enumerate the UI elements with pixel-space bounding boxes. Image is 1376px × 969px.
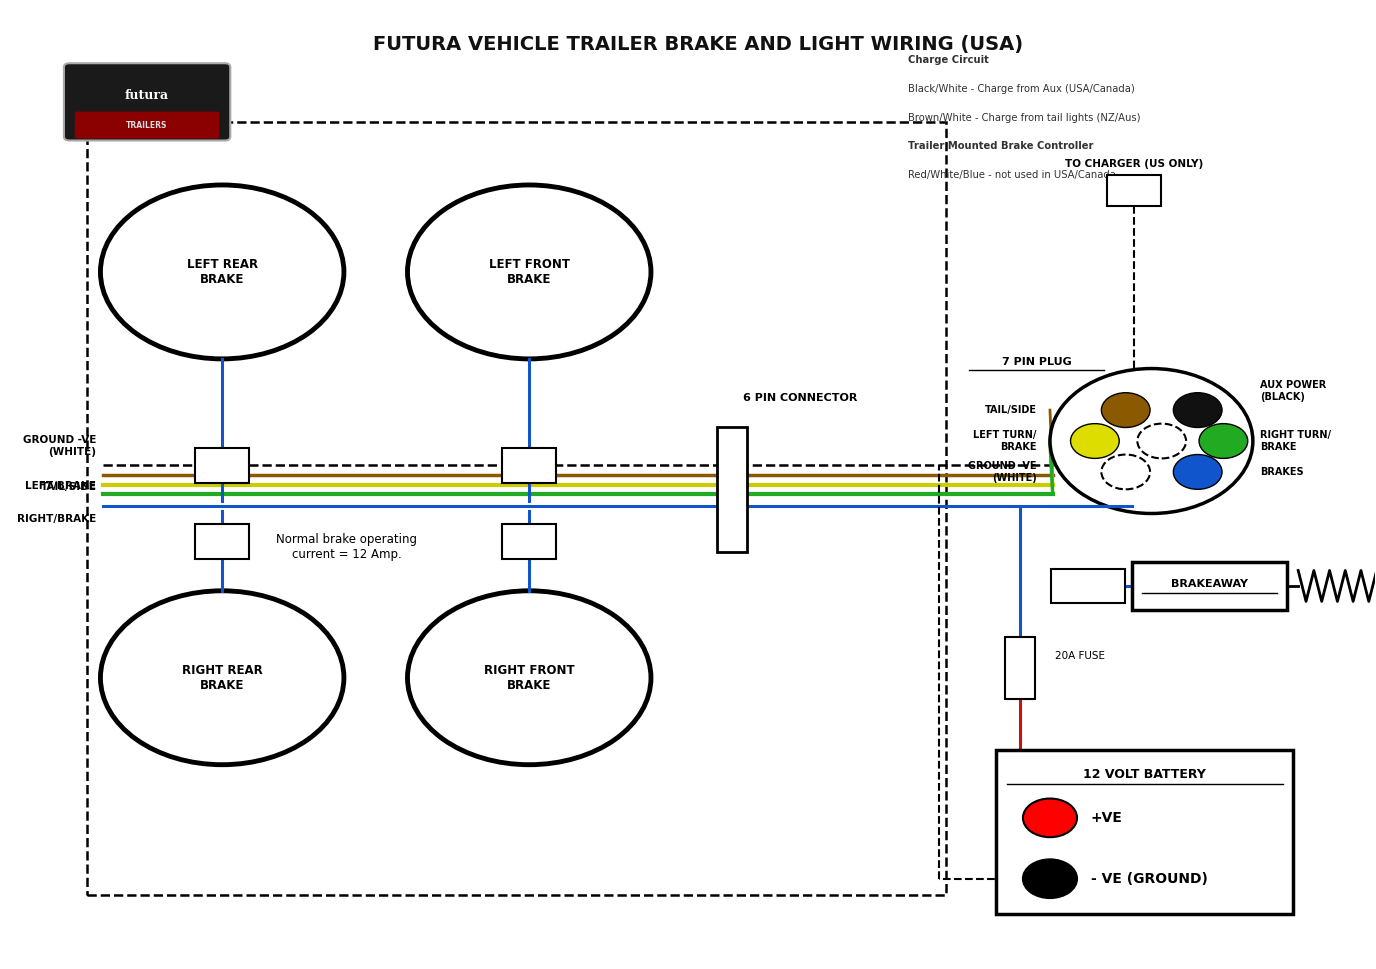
Circle shape bbox=[1174, 392, 1222, 427]
Text: AUX POWER
(BLACK): AUX POWER (BLACK) bbox=[1259, 380, 1326, 401]
Text: 12 VOLT BATTERY: 12 VOLT BATTERY bbox=[1083, 767, 1207, 781]
Bar bbox=[502, 448, 556, 483]
Text: futura: futura bbox=[124, 88, 168, 102]
FancyBboxPatch shape bbox=[74, 111, 219, 139]
Text: +VE: +VE bbox=[1091, 811, 1123, 825]
Text: 20A FUSE: 20A FUSE bbox=[1055, 651, 1105, 662]
Circle shape bbox=[407, 185, 651, 359]
Text: TRAILERS: TRAILERS bbox=[125, 120, 166, 130]
Circle shape bbox=[1198, 423, 1248, 458]
Bar bbox=[996, 750, 1293, 915]
Text: GROUND -VE
(WHITE): GROUND -VE (WHITE) bbox=[23, 435, 96, 456]
Text: Normal brake operating
current = 12 Amp.: Normal brake operating current = 12 Amp. bbox=[277, 533, 417, 561]
Text: TAIL/SIDE: TAIL/SIDE bbox=[984, 405, 1036, 415]
Text: 6 PIN CONNECTOR: 6 PIN CONNECTOR bbox=[743, 392, 857, 402]
Bar bbox=[1006, 637, 1035, 700]
Text: Trailer Mounted Brake Controller: Trailer Mounted Brake Controller bbox=[908, 141, 1094, 151]
Text: Brown/White - Charge from tail lights (NZ/Aus): Brown/White - Charge from tail lights (N… bbox=[908, 112, 1141, 122]
Text: RIGHT REAR
BRAKE: RIGHT REAR BRAKE bbox=[182, 664, 263, 692]
Text: BRAKEAWAY: BRAKEAWAY bbox=[1171, 579, 1248, 589]
Text: TAIL/SIDE: TAIL/SIDE bbox=[40, 483, 96, 492]
Circle shape bbox=[1138, 423, 1186, 458]
Text: LEFT/BRAKE: LEFT/BRAKE bbox=[25, 482, 96, 491]
FancyBboxPatch shape bbox=[63, 63, 230, 141]
Bar bbox=[1106, 175, 1161, 206]
Text: Red/White/Blue - not used in USA/Canada: Red/White/Blue - not used in USA/Canada bbox=[908, 171, 1116, 180]
Text: TO CHARGER (US ONLY): TO CHARGER (US ONLY) bbox=[1065, 159, 1203, 169]
Circle shape bbox=[1071, 423, 1119, 458]
Bar bbox=[502, 524, 556, 559]
Circle shape bbox=[1101, 454, 1150, 489]
Text: RIGHT/BRAKE: RIGHT/BRAKE bbox=[17, 515, 96, 524]
Bar bbox=[1132, 562, 1288, 610]
Text: GROUND -VE
(WHITE): GROUND -VE (WHITE) bbox=[967, 461, 1036, 483]
Text: RIGHT FRONT
BRAKE: RIGHT FRONT BRAKE bbox=[484, 664, 575, 692]
Circle shape bbox=[100, 591, 344, 765]
Bar bbox=[1051, 569, 1126, 603]
Circle shape bbox=[1022, 798, 1077, 837]
Text: LEFT REAR
BRAKE: LEFT REAR BRAKE bbox=[187, 258, 257, 286]
Bar bbox=[195, 524, 249, 559]
Text: LEFT FRONT
BRAKE: LEFT FRONT BRAKE bbox=[488, 258, 570, 286]
Text: - VE (GROUND): - VE (GROUND) bbox=[1091, 872, 1207, 886]
Text: LEFT TURN/
BRAKE: LEFT TURN/ BRAKE bbox=[973, 430, 1036, 452]
Text: FUTURA VEHICLE TRAILER BRAKE AND LIGHT WIRING (USA): FUTURA VEHICLE TRAILER BRAKE AND LIGHT W… bbox=[373, 36, 1024, 54]
Bar bbox=[717, 426, 747, 552]
Circle shape bbox=[100, 185, 344, 359]
Text: Charge Circuit: Charge Circuit bbox=[908, 54, 989, 65]
Circle shape bbox=[1022, 860, 1077, 898]
Circle shape bbox=[1050, 368, 1254, 514]
Bar bbox=[87, 122, 945, 895]
Text: 7 PIN PLUG: 7 PIN PLUG bbox=[1002, 357, 1072, 367]
Bar bbox=[195, 448, 249, 483]
Circle shape bbox=[1101, 392, 1150, 427]
Text: RIGHT TURN/
BRAKE: RIGHT TURN/ BRAKE bbox=[1259, 430, 1331, 452]
Text: Black/White - Charge from Aux (USA/Canada): Black/White - Charge from Aux (USA/Canad… bbox=[908, 83, 1135, 94]
Text: BRAKES: BRAKES bbox=[1259, 467, 1303, 477]
Circle shape bbox=[407, 591, 651, 765]
Circle shape bbox=[1174, 454, 1222, 489]
